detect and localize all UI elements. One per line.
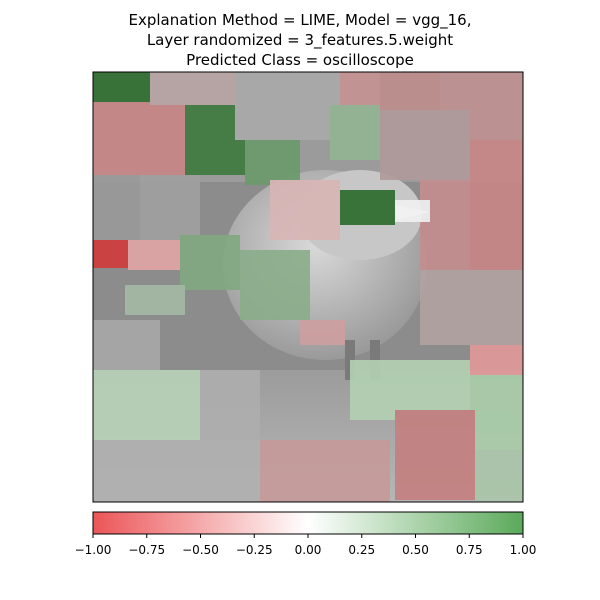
colorbar-tick-label: −0.50 — [182, 543, 219, 557]
colorbar-tick-label: −0.75 — [128, 543, 165, 557]
colorbar-gradient — [93, 512, 523, 534]
title-line-2: Layer randomized = 3_features.5.weight — [146, 31, 454, 49]
colorbar-tick-label: 0.00 — [295, 543, 322, 557]
title-line-3: Predicted Class = oscilloscope — [186, 51, 414, 69]
colorbar-tick-label: 0.50 — [402, 543, 429, 557]
colorbar-tick-label: 1.00 — [510, 543, 537, 557]
title-line-1: Explanation Method = LIME, Model = vgg_1… — [128, 11, 472, 29]
plot-frame — [92, 71, 524, 503]
chart-title: Explanation Method = LIME, Model = vgg_1… — [0, 10, 600, 70]
colorbar-tick-label: −1.00 — [75, 543, 112, 557]
colorbar: −1.00 −0.75 −0.50 −0.25 0.00 0.25 0.50 0.75 1.00 — [75, 511, 537, 557]
lime-heatmap-image — [93, 72, 523, 502]
colorbar-tick-label: −0.25 — [236, 543, 273, 557]
colorbar-tick-label: 0.25 — [348, 543, 375, 557]
colorbar-tick-label: 0.75 — [456, 543, 483, 557]
